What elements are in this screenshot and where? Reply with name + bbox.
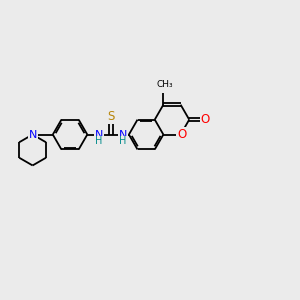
Text: N: N [118, 130, 127, 140]
Text: H: H [95, 136, 103, 146]
Text: N: N [95, 130, 103, 140]
Text: CH₃: CH₃ [157, 80, 173, 89]
Text: O: O [201, 113, 210, 126]
Text: S: S [107, 110, 115, 123]
Text: O: O [177, 128, 186, 141]
Text: N: N [28, 130, 37, 140]
Text: H: H [119, 136, 126, 146]
